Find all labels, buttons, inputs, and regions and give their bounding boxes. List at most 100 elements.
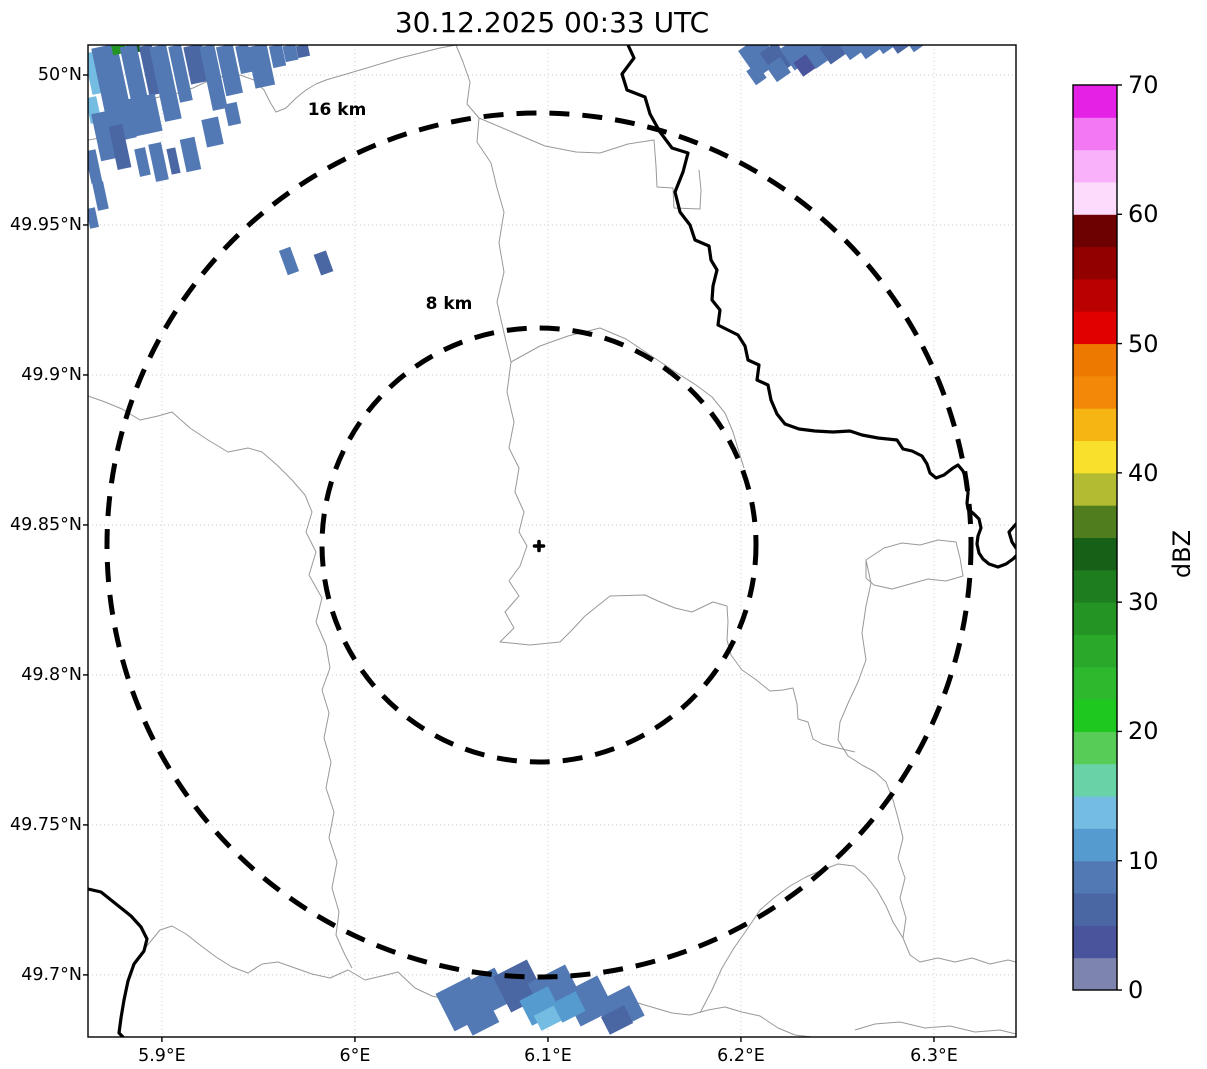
colorbar-segment [1073,763,1117,797]
colorbar-segment [1073,893,1117,926]
colorbar-segment [1073,472,1117,506]
colorbar-segment [1073,731,1117,765]
x-tick-label: 6.2°E [717,1046,765,1066]
colorbar-segment [1073,214,1117,248]
colorbar-segment [1073,537,1117,571]
echo-cell [166,147,181,175]
admin-border-line [854,1021,1016,1035]
echo-cell [855,45,883,60]
echo-cell [268,45,287,69]
colorbar-segment [1073,602,1117,635]
colorbar [1072,84,1122,991]
echo-cell [91,45,137,143]
colorbar-tick-label: 60 [1128,200,1159,229]
admin-border-line [699,863,904,1014]
y-tick-label: 49.95°N [10,214,82,235]
echo-cell [138,45,163,96]
colorbar-segment [1073,117,1117,151]
echo-cell [875,45,896,55]
y-tick-label: 50°N [37,64,82,85]
echo-cell [908,45,926,53]
y-tick-label: 49.8°N [21,664,82,685]
colorbar-tick-label: 50 [1128,329,1159,358]
echo-cell [127,93,163,137]
echo-cell [839,45,864,61]
colorbar-segment [1073,925,1117,959]
colorbar-segment [1073,634,1117,668]
y-tick-label: 49.7°N [21,964,82,985]
colorbar-segment [1073,569,1117,603]
echo-cell [91,110,118,162]
south-echo-cluster [435,959,645,1036]
echo-cell [295,45,311,59]
echo-cell [462,1002,500,1036]
echo-cell [201,116,224,148]
northwest-echo-cluster [88,45,311,229]
echo-cell [88,207,99,229]
colorbar-segment [1073,85,1117,118]
colorbar-segment [1073,278,1117,312]
colorbar-segment [1073,149,1117,183]
colorbar-segment [1073,343,1117,377]
echo-cell [92,181,109,211]
colorbar-segment [1073,666,1117,700]
colorbar-segment [1073,440,1117,474]
colorbar-segment [1073,828,1117,862]
range-ring-label: 16 km [307,100,367,120]
admin-border-line [865,539,964,590]
range-ring-label: 8 km [425,294,473,314]
radar-site-marker [532,539,546,553]
range-ring [319,325,759,765]
colorbar-segment [1073,957,1117,991]
colorbar-tick-label: 70 [1128,71,1159,99]
admin-border-line [510,327,745,469]
map-content [88,45,1016,1037]
colorbar-tick-label: 10 [1128,846,1159,875]
echo-cell [199,45,228,111]
x-tick-label: 6.1°E [524,1046,572,1066]
x-tick-label: 6°E [339,1046,371,1066]
echo-cell [246,45,276,89]
colorbar-frame [1072,84,1118,991]
echo-cell [108,124,132,170]
echo-cell [600,1005,634,1035]
colorbar-tick-label: 30 [1128,588,1159,617]
y-tick-label: 49.75°N [10,814,82,835]
echo-cell [148,142,169,182]
colorbar-tick-label: 20 [1128,717,1159,746]
y-tick-label: 49.85°N [10,514,82,535]
admin-border-line [478,117,702,210]
colorbar-segment [1073,408,1117,442]
echo-cell [282,45,299,63]
colorbar-segment [1073,375,1117,409]
echo-cell [746,63,767,86]
echo-cell [223,101,242,127]
echo-cell [278,246,300,276]
colorbar-tick-label: 40 [1128,458,1159,487]
echo-cell [134,147,151,177]
plot-title: 30.12.2025 00:33 UTC [394,6,710,39]
echo-cell [168,45,193,103]
colorbar-segment [1073,505,1117,538]
map-frame [87,44,1017,1038]
echo-cell [552,991,586,1023]
river-line [620,45,1016,569]
admin-border-line [837,559,1016,965]
echo-cell [215,45,244,97]
colorbar-segment [1073,860,1117,894]
colorbar-segment [1073,796,1117,829]
colorbar-segment [1073,311,1117,345]
y-tick-label: 49.9°N [21,364,82,385]
colorbar-segment [1073,181,1117,215]
colorbar-segment [1073,699,1117,732]
echo-cell [149,45,182,122]
admin-border-line [88,395,353,969]
echo-cell [799,45,832,69]
echo-cell [891,45,912,54]
echo-cell [179,136,202,173]
echo-cell [313,250,334,276]
river-line [88,887,149,1037]
colorbar-segment [1073,246,1117,280]
river-line [1007,522,1016,550]
range-ring [104,110,974,980]
